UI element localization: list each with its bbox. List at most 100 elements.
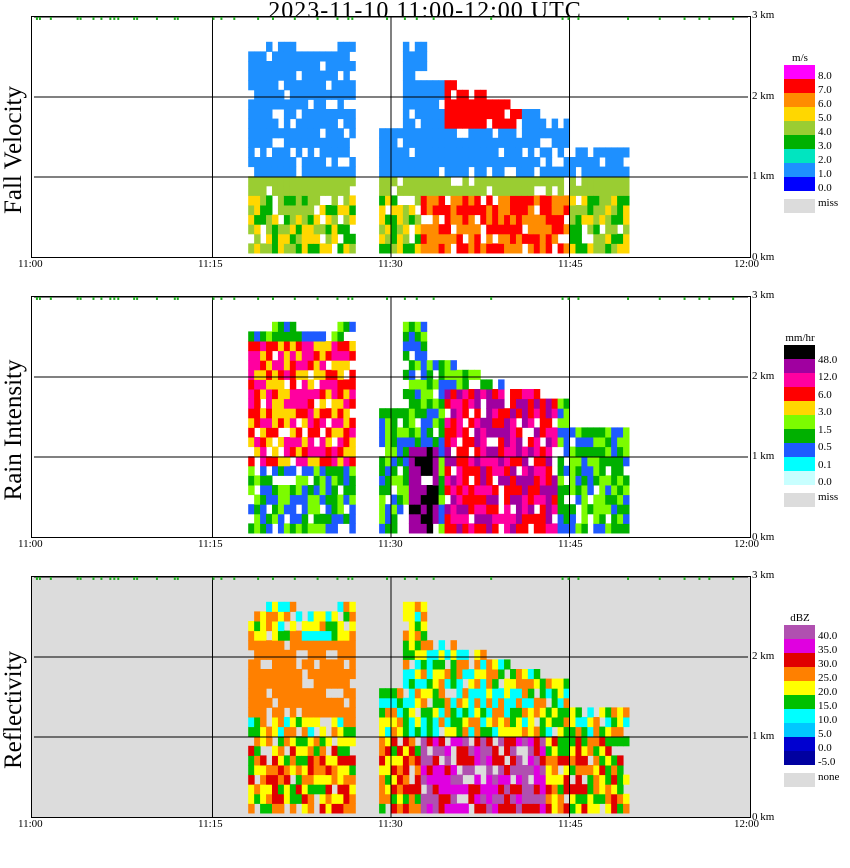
- heatmap-cell: [248, 205, 255, 216]
- heatmap-cell: [289, 803, 297, 814]
- sample-marker: [92, 17, 95, 20]
- heatmap-cell: [295, 205, 303, 216]
- heatmap-cell: [575, 233, 582, 244]
- heatmap-cell: [426, 485, 434, 496]
- heatmap-cell: [456, 369, 463, 380]
- heatmap-cell: [533, 475, 541, 486]
- heatmap-cell: [349, 80, 356, 91]
- heatmap-cell: [515, 243, 523, 254]
- heatmap-cell: [587, 765, 594, 776]
- heatmap-cell: [343, 70, 350, 81]
- heatmap-cell: [313, 745, 321, 756]
- panel-fall-velocity: Fall Velocity 11:00 11:15 11:30 11:45 12:00 0 …: [0, 8, 850, 293]
- heatmap-cell: [498, 465, 505, 476]
- heatmap-cell: [468, 147, 475, 158]
- heatmap-cell: [254, 678, 261, 689]
- heatmap-cell: [462, 736, 469, 747]
- heatmap-cell: [551, 195, 559, 206]
- legend-swatch: [784, 177, 815, 191]
- heatmap-cell: [426, 523, 434, 534]
- heatmap-cell: [307, 697, 315, 708]
- heatmap-cell: [301, 118, 309, 129]
- heatmap-cell: [611, 765, 618, 776]
- sample-marker: [351, 297, 354, 300]
- heatmap-cell: [402, 726, 410, 737]
- heatmap-cell: [313, 109, 321, 120]
- heatmap-cell: [575, 523, 582, 534]
- heatmap-cell: [289, 398, 297, 409]
- heatmap-cell: [486, 659, 493, 670]
- sample-marker: [386, 17, 389, 20]
- heatmap-cell: [480, 717, 487, 728]
- heatmap-cell: [492, 205, 499, 216]
- heatmap-cell: [504, 726, 511, 737]
- heatmap-cell: [462, 726, 469, 737]
- heatmap-cell: [266, 118, 273, 129]
- heatmap-cell: [480, 99, 487, 110]
- sample-marker: [100, 577, 103, 580]
- heatmap-cell: [438, 89, 446, 100]
- heatmap-cell: [331, 765, 338, 776]
- heatmap-cell: [414, 89, 422, 100]
- heatmap-cell: [605, 485, 612, 496]
- heatmap-cell: [337, 793, 344, 804]
- heatmap-cell: [313, 166, 321, 177]
- heatmap-cell: [337, 243, 344, 254]
- heatmap-cell: [313, 99, 321, 110]
- heatmap-cell: [313, 80, 321, 91]
- heatmap-cell: [266, 649, 273, 660]
- heatmap-cell: [587, 784, 594, 795]
- heatmap-cell: [569, 205, 576, 216]
- heatmap-cell: [307, 465, 315, 476]
- heatmap-cell: [254, 185, 261, 196]
- heatmap-cell: [289, 736, 297, 747]
- heatmap-cell: [337, 717, 344, 728]
- heatmap-cell: [599, 494, 606, 505]
- heatmap-cell: [385, 243, 392, 254]
- heatmap-cell: [432, 784, 440, 795]
- heatmap-cell: [623, 793, 630, 804]
- heatmap-cell: [283, 417, 291, 428]
- heatmap-cell: [301, 176, 309, 187]
- heatmap-cell: [301, 389, 309, 400]
- heatmap-cell: [575, 157, 582, 168]
- heatmap-cell: [307, 640, 315, 651]
- heatmap-cell: [510, 465, 517, 476]
- heatmap-cell: [450, 485, 457, 496]
- heatmap-cell: [569, 504, 576, 515]
- heatmap-cell: [504, 157, 511, 168]
- heatmap-cell: [462, 185, 469, 196]
- heatmap-cell: [331, 157, 338, 168]
- heatmap-cell: [396, 437, 404, 448]
- heatmap-cell: [492, 166, 499, 177]
- sample-marker: [708, 17, 711, 20]
- heatmap-cell: [331, 774, 338, 785]
- heatmap-cell: [468, 697, 475, 708]
- heatmap-cell: [283, 331, 291, 342]
- heatmap-cell: [468, 195, 475, 206]
- heatmap-cell: [533, 793, 541, 804]
- heatmap-cell: [486, 726, 493, 737]
- heatmap-cell: [456, 195, 463, 206]
- heatmap-cell: [266, 369, 273, 380]
- heatmap-cell: [289, 214, 297, 225]
- heatmap-cell: [396, 147, 404, 158]
- heatmap-cell: [492, 688, 499, 699]
- heatmap-cell: [408, 611, 416, 622]
- heatmap-cell: [414, 697, 422, 708]
- heatmap-cell: [498, 669, 505, 680]
- heatmap-cell: [337, 659, 344, 670]
- heatmap-cell: [289, 640, 297, 651]
- heatmap-cell: [283, 717, 291, 728]
- heatmap-cell: [379, 233, 386, 244]
- heatmap-cell: [289, 465, 297, 476]
- heatmap-cell: [450, 784, 457, 795]
- heatmap-cell: [260, 350, 267, 361]
- heatmap-cell: [438, 360, 446, 371]
- heatmap-cell: [402, 803, 410, 814]
- heatmap-cell: [539, 765, 547, 776]
- heatmap-cell: [438, 659, 446, 670]
- heatmap-cell: [408, 437, 416, 448]
- heatmap-cell: [408, 398, 416, 409]
- heatmap-cell: [605, 726, 612, 737]
